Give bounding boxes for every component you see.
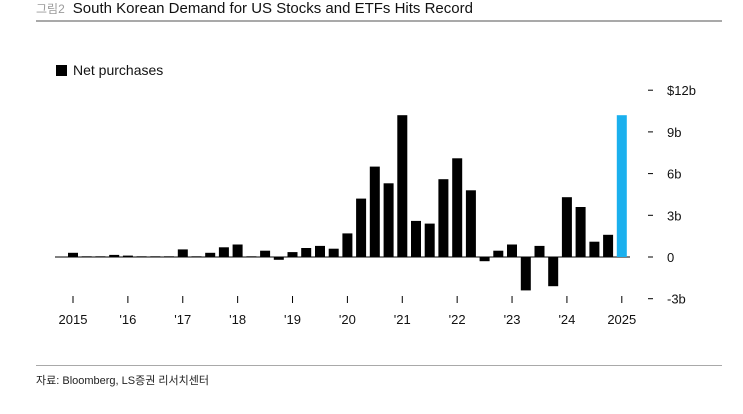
bar <box>534 245 545 257</box>
source-note: 자료: Bloomberg, LS증권 리서치센터 <box>36 375 210 387</box>
bar <box>616 115 627 257</box>
bar <box>383 183 394 257</box>
x-tick-label: '24 <box>558 312 575 327</box>
bar <box>328 248 339 257</box>
bar <box>438 179 449 257</box>
y-tick-label: 0 <box>667 250 674 265</box>
bar <box>136 256 147 258</box>
bar <box>68 252 78 257</box>
bar <box>507 244 517 257</box>
y-tick-label: -3b <box>667 292 686 307</box>
bar <box>603 234 614 257</box>
bar <box>287 252 298 257</box>
x-tick-label: 2015 <box>59 312 88 327</box>
bar <box>575 207 586 257</box>
bar <box>246 256 257 258</box>
x-tick-label: '21 <box>394 312 411 327</box>
bar <box>122 255 133 257</box>
figure-label: 그림2 <box>36 2 65 16</box>
bar <box>191 256 202 258</box>
bar <box>81 256 92 258</box>
bar <box>452 158 463 257</box>
bar <box>273 257 284 260</box>
bottom-divider <box>36 365 722 366</box>
bar <box>301 248 312 257</box>
legend-label: Net purchases <box>73 62 163 78</box>
bar <box>520 257 531 291</box>
bar <box>589 241 600 257</box>
x-tick-label: '17 <box>174 312 191 327</box>
bar <box>424 223 435 257</box>
bar <box>164 256 174 258</box>
bar <box>109 254 120 257</box>
bar <box>232 244 243 257</box>
legend-swatch <box>56 65 67 76</box>
bar <box>177 249 188 257</box>
y-tick-label: 9b <box>667 125 681 140</box>
x-tick-label: '18 <box>229 312 246 327</box>
chart-title: South Korean Demand for US Stocks and ET… <box>72 0 473 17</box>
bar <box>150 256 161 258</box>
bar <box>95 256 106 258</box>
bar <box>342 233 353 257</box>
bar <box>561 197 572 257</box>
x-tick-label: '16 <box>119 312 136 327</box>
bar <box>479 257 490 262</box>
bar <box>205 252 216 257</box>
x-tick-label: '23 <box>504 312 521 327</box>
bar <box>493 250 504 257</box>
bar <box>397 115 408 257</box>
bar <box>411 220 421 257</box>
bar <box>356 198 367 257</box>
bar <box>315 245 325 257</box>
y-tick-label: 6b <box>667 167 681 182</box>
bar <box>465 190 476 257</box>
x-tick-label: '19 <box>284 312 301 327</box>
x-tick-label: '22 <box>449 312 466 327</box>
x-tick-label: 2025 <box>607 312 636 327</box>
bar <box>260 250 271 257</box>
bar <box>548 257 559 287</box>
bar <box>369 166 380 257</box>
y-tick-label: $12b <box>667 83 696 98</box>
y-tick-label: 3b <box>667 208 681 223</box>
x-tick-label: '20 <box>339 312 356 327</box>
bar <box>218 247 229 257</box>
top-divider <box>36 20 722 22</box>
